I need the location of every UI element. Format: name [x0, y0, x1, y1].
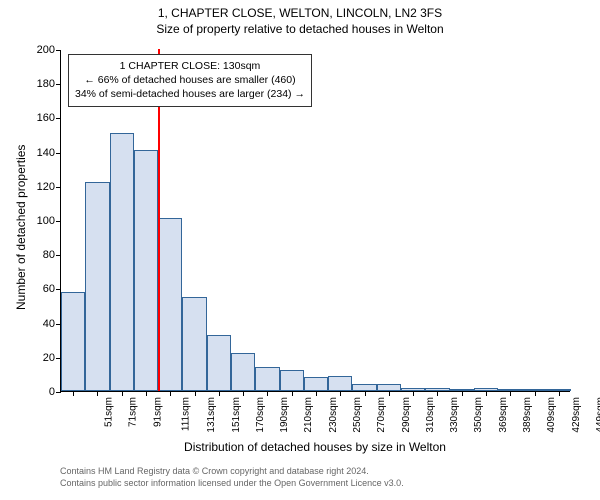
- annot-line2: ← 66% of detached houses are smaller (46…: [75, 73, 305, 87]
- chart-title-address: 1, CHAPTER CLOSE, WELTON, LINCOLN, LN2 3…: [0, 6, 600, 20]
- y-axis-label: Number of detached properties: [14, 145, 28, 310]
- y-tick: [56, 118, 61, 119]
- footer-line1: Contains HM Land Registry data © Crown c…: [60, 466, 369, 476]
- x-tick-label: 230sqm: [328, 391, 339, 433]
- x-tick: [559, 391, 560, 396]
- histogram-bar: [280, 370, 304, 391]
- y-tick: [56, 289, 61, 290]
- x-tick-label: 190sqm: [279, 391, 290, 433]
- y-tick: [56, 84, 61, 85]
- x-tick: [340, 391, 341, 396]
- x-tick: [195, 391, 196, 396]
- x-tick: [267, 391, 268, 396]
- x-axis-label: Distribution of detached houses by size …: [60, 440, 570, 454]
- x-tick: [146, 391, 147, 396]
- y-tick: [56, 50, 61, 51]
- x-tick: [486, 391, 487, 396]
- x-tick-label: 210sqm: [304, 391, 315, 433]
- x-tick: [365, 391, 366, 396]
- x-tick-label: 350sqm: [474, 391, 485, 433]
- y-tick: [56, 221, 61, 222]
- x-tick-label: 91sqm: [152, 391, 163, 427]
- histogram-bar: [304, 377, 328, 391]
- y-tick: [56, 392, 61, 393]
- x-tick-label: 409sqm: [546, 391, 557, 433]
- x-tick-label: 151sqm: [231, 391, 242, 433]
- x-tick-label: 51sqm: [104, 391, 115, 427]
- reference-annotation: 1 CHAPTER CLOSE: 130sqm ← 66% of detache…: [68, 54, 312, 107]
- x-tick: [219, 391, 220, 396]
- x-tick-label: 71sqm: [128, 391, 139, 427]
- x-tick-label: 369sqm: [498, 391, 509, 433]
- histogram-bar: [158, 218, 182, 391]
- x-tick: [389, 391, 390, 396]
- x-tick: [170, 391, 171, 396]
- histogram-bar: [182, 297, 206, 391]
- x-tick: [535, 391, 536, 396]
- x-tick-label: 170sqm: [255, 391, 266, 433]
- x-tick: [292, 391, 293, 396]
- x-tick-label: 111sqm: [181, 391, 192, 431]
- histogram-bar: [85, 182, 109, 391]
- x-tick-label: 270sqm: [376, 391, 387, 433]
- x-tick: [413, 391, 414, 396]
- x-tick-label: 449sqm: [595, 391, 600, 433]
- x-tick: [243, 391, 244, 396]
- histogram-bar: [352, 384, 376, 391]
- histogram-bar: [61, 292, 85, 391]
- x-tick-label: 310sqm: [425, 391, 436, 433]
- x-tick-label: 389sqm: [522, 391, 533, 433]
- x-tick-label: 429sqm: [571, 391, 582, 433]
- x-tick: [73, 391, 74, 396]
- annot-line1: 1 CHAPTER CLOSE: 130sqm: [75, 59, 305, 73]
- x-tick-label: 131sqm: [206, 391, 217, 433]
- x-tick-label: 330sqm: [449, 391, 460, 433]
- y-tick: [56, 255, 61, 256]
- x-tick: [316, 391, 317, 396]
- annot-line3: 34% of semi-detached houses are larger (…: [75, 87, 305, 101]
- x-tick: [122, 391, 123, 396]
- x-tick: [510, 391, 511, 396]
- histogram-bar: [134, 150, 158, 391]
- x-tick-label: 250sqm: [352, 391, 363, 433]
- histogram-bar: [110, 133, 134, 391]
- chart-title-desc: Size of property relative to detached ho…: [0, 22, 600, 36]
- histogram-bar: [231, 353, 255, 391]
- y-tick: [56, 153, 61, 154]
- histogram-bar: [207, 335, 231, 391]
- x-tick: [462, 391, 463, 396]
- histogram-bar: [328, 376, 352, 391]
- histogram-bar: [255, 367, 279, 391]
- x-tick: [437, 391, 438, 396]
- x-tick: [97, 391, 98, 396]
- x-tick-label: 290sqm: [401, 391, 412, 433]
- y-tick: [56, 187, 61, 188]
- footer-line2: Contains public sector information licen…: [60, 478, 404, 488]
- histogram-bar: [377, 384, 401, 391]
